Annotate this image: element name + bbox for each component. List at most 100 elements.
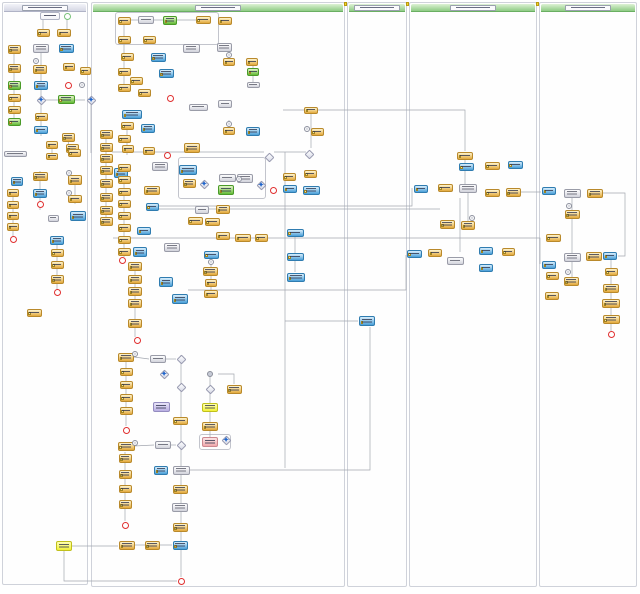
- task-node-yellow[interactable]: [117, 200, 131, 208]
- task-node-yellow[interactable]: [128, 261, 142, 271]
- task-node-yellow[interactable]: [172, 417, 188, 425]
- task-node-yellow[interactable]: [604, 268, 618, 276]
- task-node-yellow[interactable]: [7, 106, 21, 114]
- end-event-node[interactable]: [607, 330, 615, 338]
- task-node-yellow[interactable]: [117, 17, 131, 25]
- task-node-yellow[interactable]: [235, 234, 251, 242]
- task-node-yellow[interactable]: [32, 171, 48, 181]
- task-node-blue[interactable]: [34, 80, 48, 90]
- task-node-yellow[interactable]: [120, 122, 134, 130]
- intermediate-event-node[interactable]: [566, 203, 572, 209]
- state-node-gray[interactable]: [218, 174, 236, 182]
- intermediate-event-filled-node[interactable]: [207, 371, 213, 377]
- task-node-blue[interactable]: [286, 229, 304, 237]
- task-node-yellow[interactable]: [202, 421, 218, 431]
- task-node-blue[interactable]: [286, 253, 304, 261]
- parallel-gateway-node[interactable]: ✦: [221, 435, 231, 445]
- task-node-yellow[interactable]: [57, 29, 71, 37]
- task-node-yellow[interactable]: [50, 274, 64, 284]
- task-node-yellow[interactable]: [602, 298, 620, 308]
- task-node-yellow[interactable]: [119, 394, 133, 402]
- task-node-blue[interactable]: [172, 540, 188, 550]
- task-node-yellow[interactable]: [303, 170, 317, 178]
- start-event-node[interactable]: [63, 12, 71, 20]
- intermediate-event-node[interactable]: [226, 52, 232, 58]
- task-node-yellow[interactable]: [484, 189, 500, 197]
- task-node-yellow[interactable]: [50, 261, 64, 269]
- task-node-yellow[interactable]: [99, 153, 113, 163]
- task-node-yellow[interactable]: [128, 298, 142, 308]
- task-node-yellow[interactable]: [99, 129, 113, 139]
- lane-header-3[interactable]: [349, 4, 405, 12]
- state-node-gray[interactable]: [150, 355, 166, 363]
- task-node-blue[interactable]: [479, 247, 493, 255]
- state-node-gray[interactable]: [164, 242, 180, 252]
- task-node-blue[interactable]: [603, 252, 617, 260]
- task-node-yellow[interactable]: [204, 218, 220, 226]
- task-node-yellow[interactable]: [117, 248, 131, 256]
- end-event-node[interactable]: [121, 521, 129, 529]
- exclusive-gateway-node[interactable]: [176, 354, 186, 364]
- task-node-yellow[interactable]: [202, 266, 218, 276]
- task-node-yellow[interactable]: [182, 178, 196, 188]
- state-node-gray[interactable]: [218, 100, 232, 108]
- task-node-yellow[interactable]: [128, 318, 142, 328]
- task-node-blue[interactable]: [302, 185, 320, 195]
- state-node-gray[interactable]: [152, 161, 168, 171]
- lane-header-5[interactable]: [541, 4, 635, 12]
- intermediate-event-node[interactable]: [208, 259, 214, 265]
- end-event-node[interactable]: [64, 81, 72, 89]
- task-node-yellow[interactable]: [79, 67, 91, 75]
- task-node-yellow[interactable]: [505, 187, 521, 197]
- task-node-blue[interactable]: [246, 126, 260, 136]
- state-node-gray[interactable]: [172, 502, 188, 512]
- task-node-yellow[interactable]: [118, 453, 132, 463]
- task-node-yellow[interactable]: [7, 189, 19, 197]
- task-node-yellow[interactable]: [99, 205, 113, 215]
- task-node-yellow[interactable]: [120, 53, 134, 61]
- state-node-gray[interactable]: [446, 257, 464, 265]
- task-node-yellow[interactable]: [184, 143, 200, 153]
- task-node-blue[interactable]: [133, 247, 147, 257]
- task-node-alert[interactable]: [202, 437, 218, 447]
- task-node-yellow[interactable]: [118, 352, 134, 362]
- task-node-yellow[interactable]: [61, 132, 75, 142]
- end-event-node[interactable]: [36, 200, 44, 208]
- end-event-node[interactable]: [269, 186, 277, 194]
- end-event-node[interactable]: [133, 336, 141, 344]
- task-node-yellow[interactable]: [304, 106, 318, 114]
- task-node-blue[interactable]: [542, 261, 556, 269]
- task-node-blue[interactable]: [158, 68, 174, 78]
- task-node-yellow[interactable]: [63, 63, 75, 71]
- exclusive-gateway-node[interactable]: [304, 149, 314, 159]
- task-node-yellow[interactable]: [122, 145, 134, 153]
- parallel-gateway-node[interactable]: ✦: [256, 180, 266, 190]
- lane-header-1[interactable]: [4, 4, 86, 12]
- task-node-yellow[interactable]: [218, 17, 232, 25]
- task-node-yellow[interactable]: [195, 16, 211, 24]
- task-node-yellow[interactable]: [254, 234, 268, 242]
- task-node-blue[interactable]: [11, 176, 23, 186]
- lane-header-2[interactable]: [93, 4, 343, 12]
- task-node-yellow[interactable]: [484, 162, 500, 170]
- task-node-yellow[interactable]: [216, 232, 230, 240]
- intermediate-event-node[interactable]: [565, 269, 571, 275]
- task-node-yellow[interactable]: [603, 283, 619, 293]
- task-node-yellow[interactable]: [205, 279, 217, 287]
- task-node-green[interactable]: [163, 15, 177, 25]
- task-node-yellow[interactable]: [246, 58, 258, 66]
- task-node-yellow[interactable]: [68, 195, 82, 203]
- task-node-blue[interactable]: [141, 123, 155, 133]
- task-node-yellow[interactable]: [172, 522, 188, 532]
- task-node-yellow[interactable]: [119, 381, 133, 389]
- task-node-blue[interactable]: [406, 250, 422, 258]
- task-node-yellow[interactable]: [117, 36, 131, 44]
- task-node-yellow[interactable]: [117, 135, 131, 143]
- exclusive-gateway-node[interactable]: [205, 384, 215, 394]
- task-node-blue[interactable]: [137, 227, 151, 235]
- task-node-yellow[interactable]: [68, 175, 82, 185]
- state-node-gray[interactable]: [563, 188, 581, 198]
- intermediate-event-node[interactable]: [226, 121, 232, 127]
- task-node-yellow[interactable]: [223, 127, 235, 135]
- parallel-gateway-node[interactable]: ✦: [159, 369, 169, 379]
